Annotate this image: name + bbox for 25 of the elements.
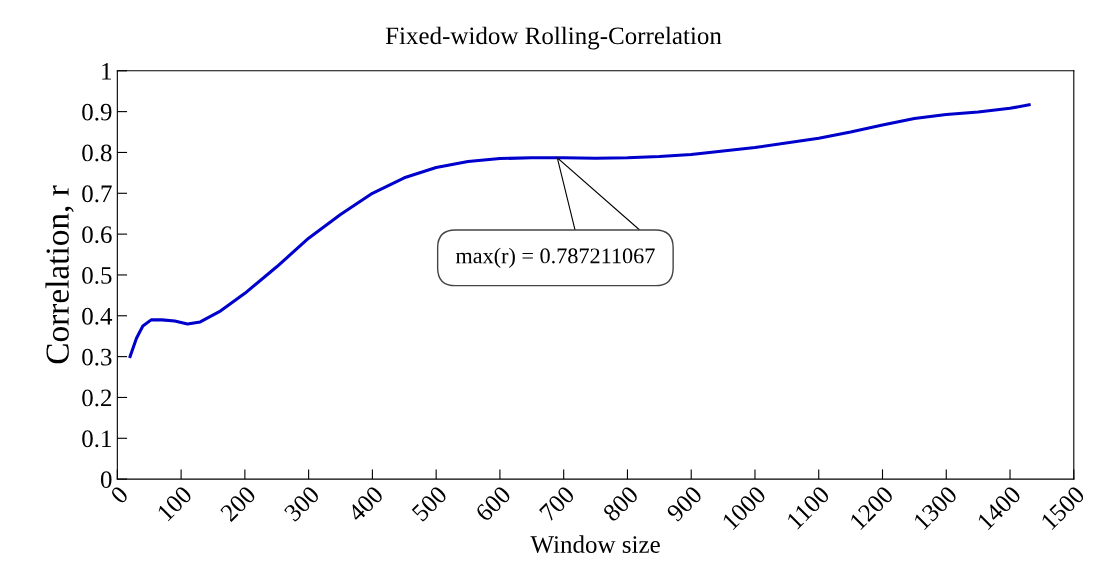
y-tick-label: 0.7	[82, 185, 112, 203]
x-tick-label: 400	[346, 485, 385, 523]
y-tick-label: 0.3	[82, 348, 112, 366]
y-tick-label: 0.2	[82, 389, 112, 407]
x-tick-label: 200	[219, 485, 257, 523]
y-tick-label: 0.5	[82, 267, 112, 284]
line-series	[128, 103, 1031, 359]
x-tick-label: 100	[156, 485, 193, 522]
x-tick-label: 300	[283, 485, 321, 523]
x-tick-label: 700	[538, 485, 576, 522]
annotation: max(r) = 0.787211067	[455, 247, 655, 268]
chart-title: Fixed-widow Rolling-Correlation	[385, 26, 722, 50]
x-tick-label: 900	[665, 485, 703, 523]
x-axis-title: Window size	[530, 535, 660, 554]
y-tick-label: 1	[102, 62, 111, 80]
y-tick-label: 0.9	[82, 103, 112, 121]
y-tick-label: 0	[100, 471, 112, 489]
y-tick-label: 0.8	[82, 144, 112, 162]
x-tick-label: 600	[474, 485, 512, 523]
y-axis-title: Correlation, r	[45, 185, 74, 364]
x-tick-label: 800	[602, 485, 640, 523]
y-tick-label: 0.1	[82, 430, 111, 448]
x-tick-label: 500	[411, 485, 448, 522]
y-tick-label: 0.6	[82, 226, 112, 244]
y-tick-label: 0.4	[82, 307, 113, 325]
